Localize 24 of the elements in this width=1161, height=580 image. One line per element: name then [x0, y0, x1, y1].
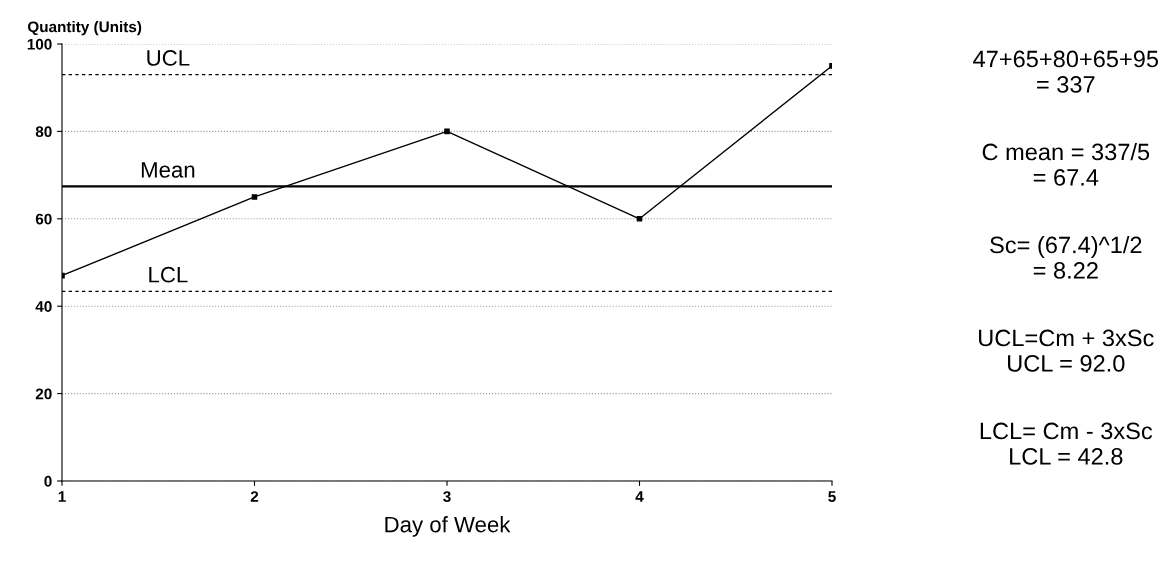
point: [636, 216, 643, 222]
text: 47+65+80+65+95 = 337: [973, 50, 1159, 93]
y-tick-label: 40: [35, 301, 52, 312]
x-axis-title: Day of Week: [385, 516, 511, 537]
x-tick-label: 5: [828, 491, 836, 502]
y-tick-label: 80: [35, 126, 52, 138]
point: [444, 128, 450, 135]
text: C mean = 337/5 = 67.4: [982, 143, 1150, 186]
x-tick-label: 1: [58, 491, 66, 502]
y-axis-title: Quantity (Units): [27, 21, 142, 36]
y-tick-label: 0: [44, 475, 52, 487]
y-tick-label: 100: [27, 38, 52, 50]
ref-line-label: LCL: [149, 266, 188, 283]
x-tick-label: 4: [635, 491, 644, 502]
text: UCL=Cm + 3xSc UCL = 92.0: [979, 329, 1154, 372]
text: LCL= Cm - 3xSc LCL = 42.8: [980, 422, 1153, 465]
y-tick-label: 20: [35, 388, 52, 400]
y-tick-label: 60: [35, 213, 52, 225]
ref-line-label: UCL: [147, 50, 190, 66]
ref-line-label: Mean: [141, 162, 195, 178]
x-tick-label: 3: [443, 491, 451, 502]
text: Sc= (67.4)^1/2 = 8.22: [990, 236, 1142, 279]
x-tick-label: 2: [250, 491, 259, 502]
point: [251, 194, 258, 200]
